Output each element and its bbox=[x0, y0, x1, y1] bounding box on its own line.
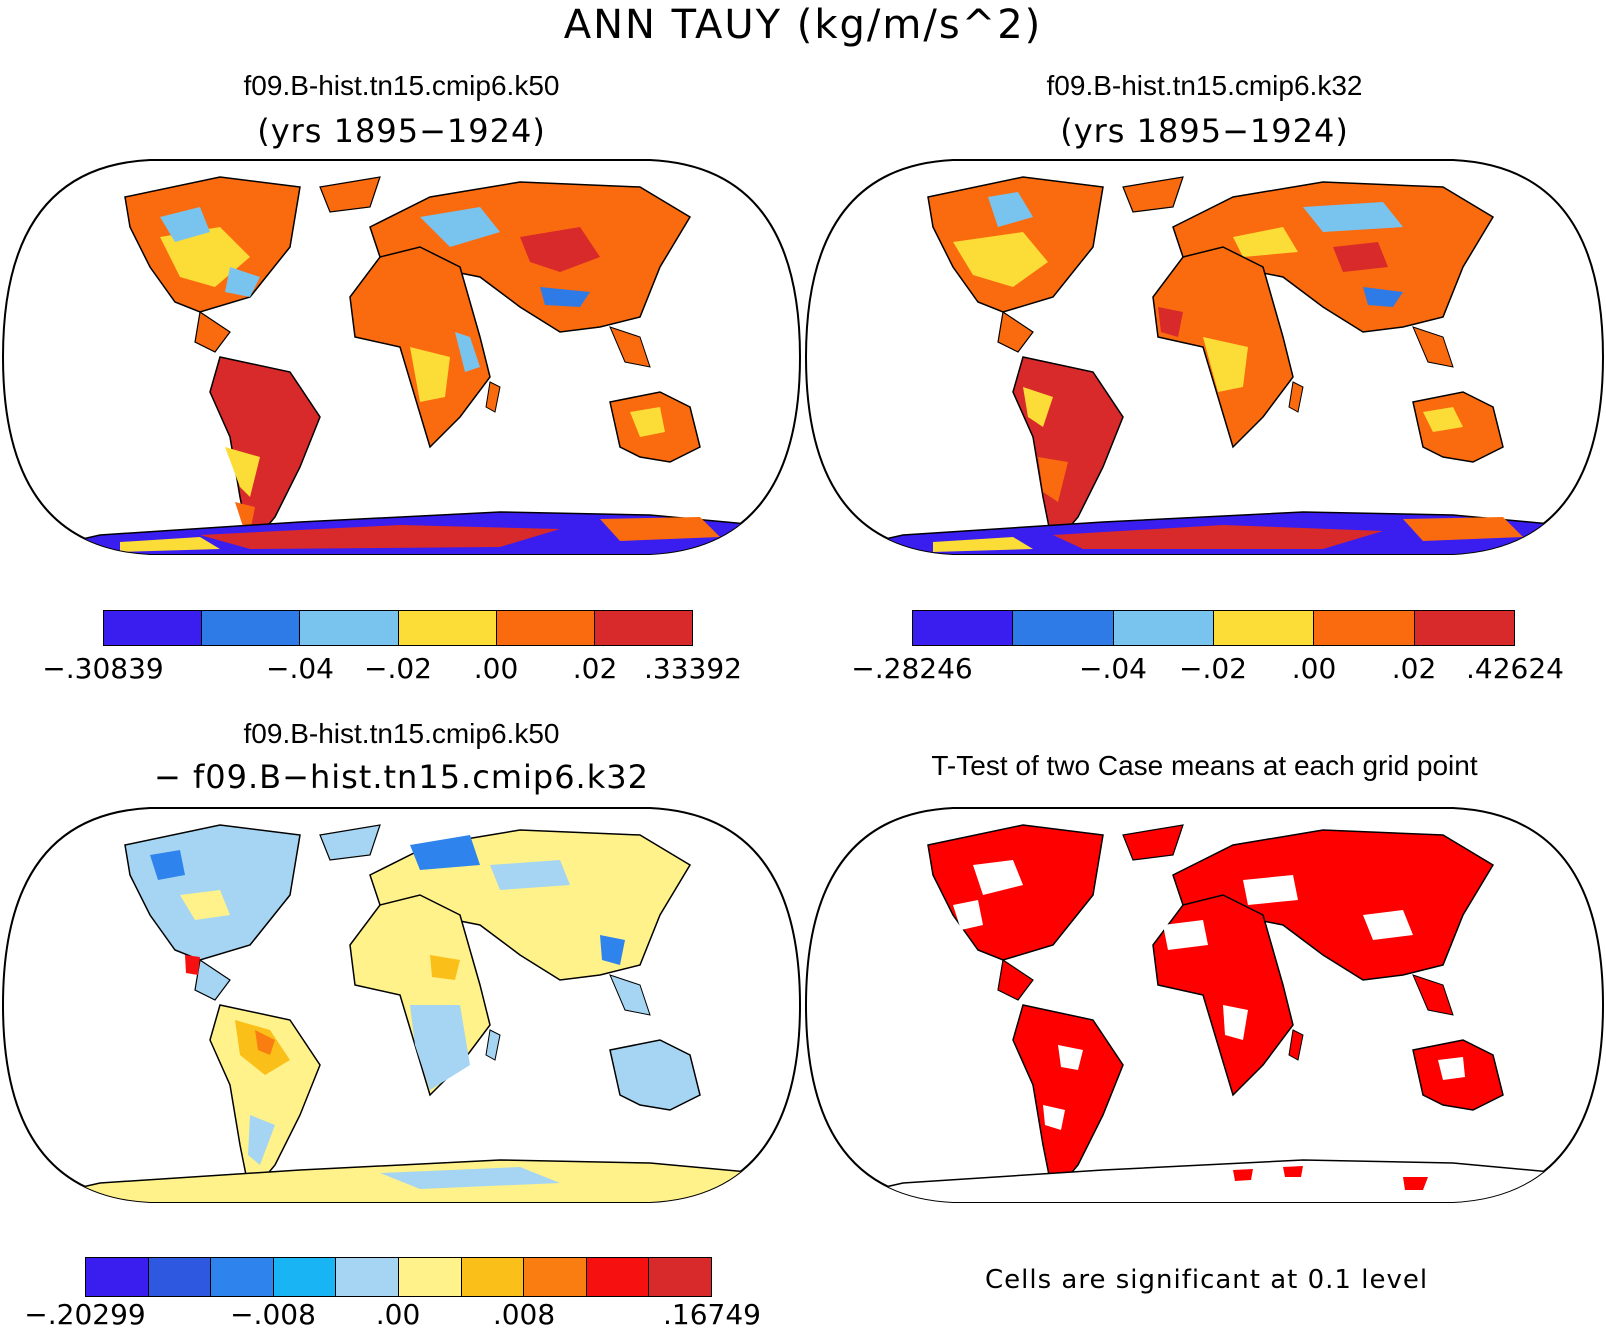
colorbar-tick: −.04 bbox=[1079, 652, 1147, 685]
panel-title-bottom-right: T-Test of two Case means at each grid po… bbox=[931, 750, 1478, 781]
panel-title-top-left: f09.B-hist.tn15.cmip6.k50 bbox=[243, 70, 560, 101]
colorbar-swatch bbox=[1213, 611, 1315, 645]
colorbar-swatch bbox=[524, 1258, 587, 1296]
colorbar-tick: −.02 bbox=[364, 652, 432, 685]
colorbar-tick: −.04 bbox=[266, 652, 334, 685]
panel-title-top-right: f09.B-hist.tn15.cmip6.k32 bbox=[1046, 70, 1363, 101]
colorbar-tick: −.20299 bbox=[24, 1298, 146, 1331]
map-top-right bbox=[804, 159, 1605, 555]
colorbar-swatch bbox=[398, 611, 497, 645]
colorbar-swatch bbox=[86, 1258, 149, 1296]
colorbar-swatch bbox=[398, 1258, 462, 1296]
colorbar-swatch bbox=[273, 1258, 337, 1296]
colorbar-tick: .16749 bbox=[663, 1298, 761, 1331]
colorbar-tick: −.30839 bbox=[42, 652, 164, 685]
map-bottom-right bbox=[804, 807, 1605, 1203]
colorbar-tick: −.008 bbox=[230, 1298, 316, 1331]
colorbar-top-right bbox=[912, 610, 1515, 646]
colorbar-tick: .00 bbox=[375, 1298, 421, 1331]
colorbar-tick: −.28246 bbox=[851, 652, 973, 685]
colorbar-tick: .33392 bbox=[644, 652, 742, 685]
colorbar-swatch bbox=[649, 1258, 711, 1296]
map-bottom-left bbox=[1, 807, 802, 1203]
colorbar-swatch bbox=[913, 611, 1014, 645]
colorbar-swatch bbox=[336, 1258, 399, 1296]
figure-title: ANN TAUY (kg/m/s^2) bbox=[563, 2, 1043, 48]
colorbar-tick: .02 bbox=[572, 652, 618, 685]
colorbar-swatch bbox=[1414, 611, 1514, 645]
colorbar-tick: .00 bbox=[473, 652, 519, 685]
colorbar-swatch bbox=[496, 611, 595, 645]
panel-subtitle-top-right: (yrs 1895−1924) bbox=[1060, 112, 1349, 150]
colorbar-swatch bbox=[1314, 611, 1415, 645]
colorbar-swatch bbox=[1013, 611, 1114, 645]
significance-note: Cells are significant at 0.1 level bbox=[985, 1265, 1429, 1295]
panel-subtitle-bottom-left: − f09.B−hist.tn15.cmip6.k32 bbox=[154, 758, 649, 796]
colorbar-tick: .00 bbox=[1291, 652, 1337, 685]
colorbar-swatch bbox=[594, 611, 693, 645]
colorbar-bottom-left bbox=[85, 1257, 712, 1297]
colorbar-swatch bbox=[148, 1258, 212, 1296]
colorbar-tick: −.02 bbox=[1179, 652, 1247, 685]
colorbar-swatch bbox=[1113, 611, 1214, 645]
panel-title-bottom-left: f09.B-hist.tn15.cmip6.k50 bbox=[243, 718, 560, 749]
colorbar-swatch bbox=[586, 1258, 650, 1296]
panel-subtitle-top-left: (yrs 1895−1924) bbox=[257, 112, 546, 150]
colorbar-swatch bbox=[104, 611, 203, 645]
colorbar-tick: .02 bbox=[1391, 652, 1437, 685]
map-top-left bbox=[1, 159, 802, 555]
colorbar-swatch bbox=[300, 611, 399, 645]
colorbar-swatch bbox=[211, 1258, 274, 1296]
colorbar-swatch bbox=[461, 1258, 525, 1296]
colorbar-tick: .008 bbox=[492, 1298, 556, 1331]
colorbar-swatch bbox=[202, 611, 301, 645]
colorbar-top-left bbox=[103, 610, 693, 646]
colorbar-tick: .42624 bbox=[1466, 652, 1564, 685]
